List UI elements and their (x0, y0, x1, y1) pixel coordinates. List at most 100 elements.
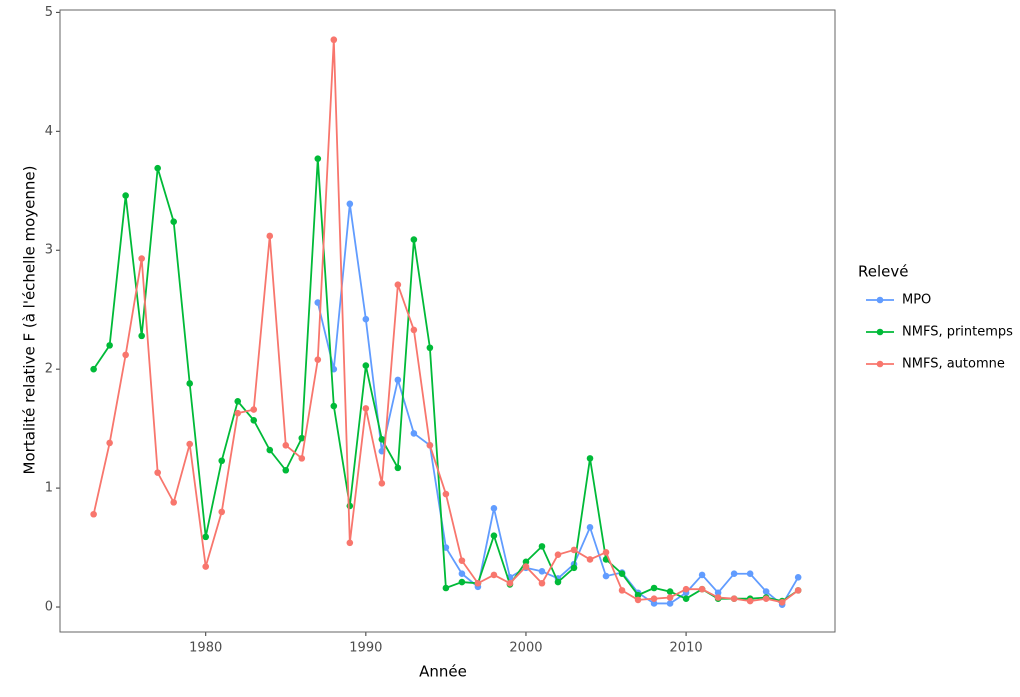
data-point (234, 397, 242, 405)
data-point (298, 434, 306, 442)
data-point (250, 406, 258, 413)
data-point (698, 585, 706, 593)
data-point (298, 455, 306, 462)
plot-panel (59, 9, 836, 633)
data-point (138, 332, 145, 340)
data-point (746, 570, 754, 578)
data-point (538, 568, 546, 575)
data-point (730, 595, 738, 602)
data-point (186, 380, 194, 387)
data-point (410, 236, 418, 243)
data-point (170, 499, 177, 506)
data-point (410, 430, 418, 437)
x-tick-label: 1990 (349, 641, 382, 656)
data-point (714, 589, 722, 597)
data-point (250, 417, 258, 424)
y-tick-label: 2 (45, 362, 53, 377)
data-point (234, 409, 242, 417)
data-point (634, 596, 642, 604)
data-point (314, 155, 322, 162)
data-point (682, 585, 690, 593)
data-point (538, 543, 546, 550)
y-tick-label: 1 (45, 481, 53, 496)
data-point (650, 584, 658, 592)
data-point (554, 551, 562, 558)
data-point (650, 600, 658, 607)
data-point (90, 365, 97, 373)
legend-label: MPO (902, 293, 931, 308)
data-point (378, 480, 386, 487)
data-point (346, 502, 354, 510)
data-point (666, 588, 674, 595)
data-point (330, 402, 338, 410)
data-point (218, 457, 226, 465)
data-point (90, 510, 97, 518)
data-point (490, 571, 498, 579)
data-point (474, 579, 482, 587)
data-point (698, 571, 706, 579)
data-point (394, 464, 402, 472)
data-point (362, 405, 370, 412)
data-point (266, 232, 274, 240)
data-point (362, 362, 370, 369)
legend-point (876, 296, 884, 304)
data-point (282, 441, 290, 449)
data-point (458, 570, 466, 578)
data-point (154, 164, 161, 172)
data-point (618, 587, 626, 594)
data-point (106, 342, 113, 349)
data-point (426, 344, 434, 352)
data-point (762, 595, 770, 602)
data-point (554, 578, 562, 586)
data-point (650, 595, 658, 602)
legend-point (876, 360, 884, 368)
data-point (762, 588, 770, 595)
data-point (202, 563, 210, 570)
data-point (458, 557, 466, 564)
data-point (490, 532, 498, 539)
data-point (106, 439, 113, 447)
data-point (186, 440, 194, 448)
data-point (634, 591, 642, 599)
legend-label: NMFS, automne (902, 357, 1005, 372)
data-point (218, 508, 226, 516)
y-axis-title: Mortalité relative F (à l'échelle moyenn… (21, 166, 39, 475)
data-point (442, 490, 450, 498)
data-point (794, 573, 802, 581)
data-point (394, 281, 402, 289)
data-point (266, 446, 274, 454)
data-point (586, 455, 594, 462)
data-point (154, 469, 161, 476)
data-point (538, 579, 546, 587)
y-tick-label: 3 (45, 243, 53, 258)
data-point (426, 441, 434, 449)
data-point (442, 544, 450, 551)
data-point (682, 595, 690, 602)
data-point (202, 533, 210, 541)
legend-label: NMFS, printemps (902, 325, 1013, 340)
x-tick-label: 1980 (189, 641, 222, 656)
data-point (602, 549, 610, 556)
data-point (362, 315, 370, 323)
data-point (170, 218, 177, 225)
x-tick-label: 2010 (670, 641, 703, 656)
data-point (618, 570, 626, 578)
data-point (506, 579, 514, 587)
data-point (378, 436, 386, 443)
data-point (746, 597, 754, 605)
y-tick-label: 4 (45, 124, 53, 139)
data-point (442, 584, 450, 592)
legend-title: Relevé (858, 263, 908, 281)
data-point (138, 255, 145, 262)
y-tick-label: 0 (45, 600, 53, 615)
data-point (458, 578, 466, 586)
data-point (314, 299, 322, 306)
data-point (778, 598, 786, 606)
data-point (122, 351, 129, 359)
data-point (714, 594, 722, 601)
legend-point (876, 328, 884, 336)
data-point (522, 558, 530, 566)
data-point (330, 36, 338, 44)
data-point (490, 505, 498, 512)
